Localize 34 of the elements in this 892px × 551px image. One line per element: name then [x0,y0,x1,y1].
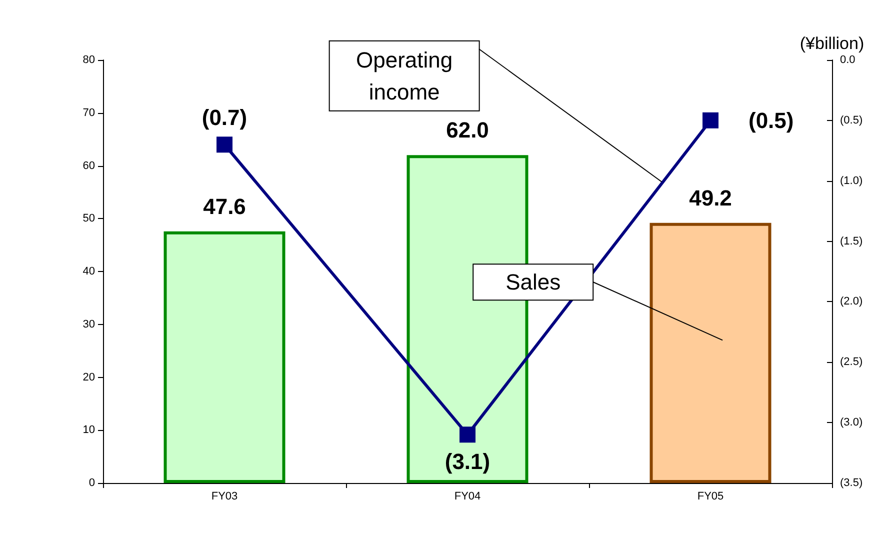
data-label: (0.5) [748,108,794,133]
x-tick-label: FY03 [211,490,238,502]
bar [164,231,286,483]
y-tick-label: 40 [82,266,95,278]
y-tick-label: 80 [82,54,95,66]
bar [650,222,772,483]
y-tick-label: 10 [82,424,95,436]
x-tick-label: FY04 [454,490,481,502]
y-tick-label: 50 [82,212,95,225]
data-label: 47.6 [203,194,246,219]
data-label: 62.0 [446,118,489,143]
y2-tick-label: (2.5) [840,356,863,368]
point [702,112,718,128]
y2-axis-title: (¥billion) [800,34,864,53]
y-tick-label: 30 [82,318,95,330]
y2-tick-label: (2.0) [840,296,863,308]
series-label: Sales [506,270,561,295]
y-tick-label: 70 [82,106,95,119]
point [460,426,476,443]
y2-tick-label: 0.0 [840,54,856,66]
data-label: 49.2 [689,185,732,210]
y2-tick-label: (0.5) [840,114,863,126]
x-tick-label: FY05 [697,490,724,502]
y-tick-label: 0 [88,477,95,489]
y2-tick-label: (3.5) [840,477,863,489]
y-tick-label: 20 [82,371,95,384]
data-label: (3.1) [444,449,490,474]
y-tick-label: 60 [82,160,95,172]
point [216,136,232,153]
data-label: (0.7) [202,105,248,130]
y2-tick-label: (1.0) [840,174,863,187]
y2-tick-label: (3.0) [840,416,863,429]
text: Operating income [356,47,453,104]
y2-tick-label: (1.5) [840,235,863,248]
